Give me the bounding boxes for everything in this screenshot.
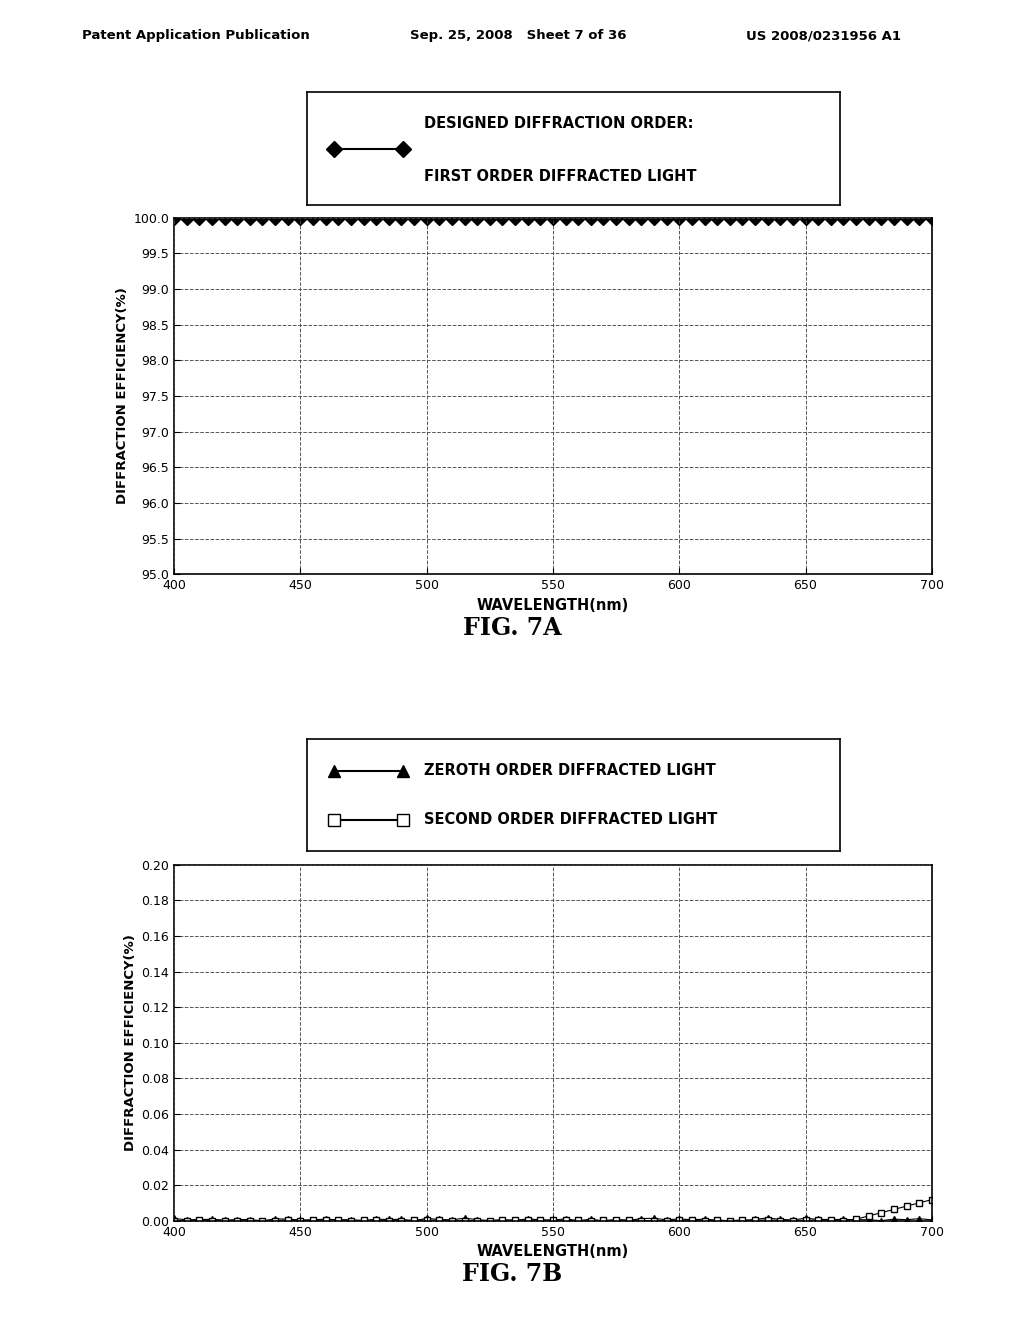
Text: Sep. 25, 2008   Sheet 7 of 36: Sep. 25, 2008 Sheet 7 of 36 xyxy=(410,29,626,42)
Text: SECOND ORDER DIFFRACTED LIGHT: SECOND ORDER DIFFRACTED LIGHT xyxy=(424,813,718,828)
Text: FIRST ORDER DIFFRACTED LIGHT: FIRST ORDER DIFFRACTED LIGHT xyxy=(424,169,697,183)
Text: FIG. 7B: FIG. 7B xyxy=(462,1262,562,1286)
X-axis label: WAVELENGTH(nm): WAVELENGTH(nm) xyxy=(477,1245,629,1259)
Text: DESIGNED DIFFRACTION ORDER:: DESIGNED DIFFRACTION ORDER: xyxy=(424,116,694,131)
X-axis label: WAVELENGTH(nm): WAVELENGTH(nm) xyxy=(477,598,629,612)
Text: FIG. 7A: FIG. 7A xyxy=(463,616,561,640)
Y-axis label: DIFFRACTION EFFICIENCY(%): DIFFRACTION EFFICIENCY(%) xyxy=(116,288,129,504)
Y-axis label: DIFFRACTION EFFICIENCY(%): DIFFRACTION EFFICIENCY(%) xyxy=(124,935,137,1151)
Text: ZEROTH ORDER DIFFRACTED LIGHT: ZEROTH ORDER DIFFRACTED LIGHT xyxy=(424,763,716,777)
Text: Patent Application Publication: Patent Application Publication xyxy=(82,29,309,42)
Text: US 2008/0231956 A1: US 2008/0231956 A1 xyxy=(746,29,901,42)
